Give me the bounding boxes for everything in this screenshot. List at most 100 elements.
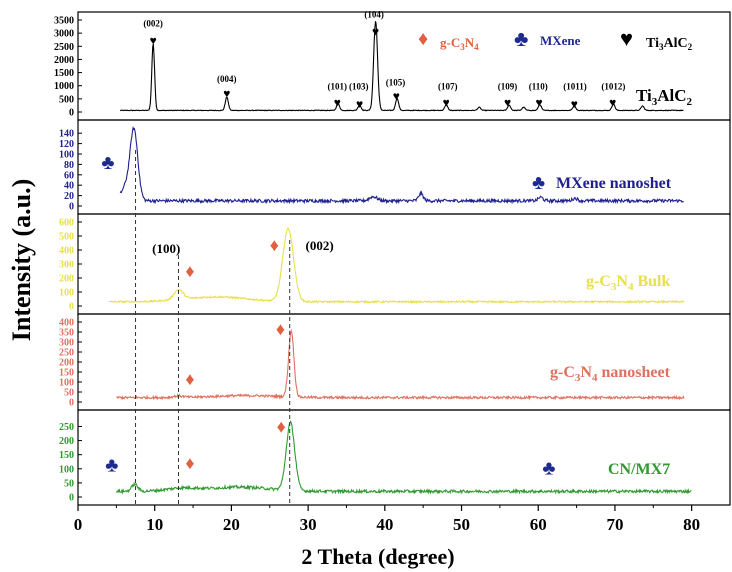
- club-marker: ♣: [105, 455, 118, 477]
- y-tick-label-ti3alc2: 500: [59, 94, 74, 105]
- peak-annotation: (004): [217, 74, 237, 84]
- x-tick-label: 50: [453, 515, 470, 534]
- heart-marker: ♥: [393, 89, 400, 103]
- series-label-cnmx7: CN/MX7: [608, 461, 670, 478]
- club-marker: ♣: [101, 152, 114, 174]
- peak-annotation: (104): [364, 9, 384, 19]
- y-tick-label-nanosheet: 200: [59, 358, 74, 369]
- diamond-marker: ♦: [277, 416, 286, 436]
- diamond-marker: ♦: [270, 235, 279, 255]
- x-axis-label: 2 Theta (degree): [301, 544, 454, 569]
- heart-marker: ♥: [504, 95, 511, 109]
- x-tick-label: 70: [606, 515, 623, 534]
- heart-marker: ♥: [223, 86, 230, 100]
- diamond-marker: ♦: [185, 261, 194, 281]
- y-tick-label-nanosheet: 0: [69, 398, 74, 409]
- series-label-bulk: g-C3N4 Bulk: [586, 273, 670, 293]
- peak-annotation: (105): [386, 78, 406, 88]
- diamond-marker: ♦: [185, 453, 194, 473]
- series-line-nanosheet: [116, 328, 685, 401]
- x-axis: 0 10 20 30 40 50 60 70 80: [74, 505, 700, 534]
- peak-annotation: (103): [349, 82, 369, 92]
- x-tick-label: 80: [683, 515, 700, 534]
- series-line-ti3alc2: [120, 21, 684, 112]
- y-tick-label-mxene: 0: [69, 202, 74, 213]
- series-line-cnmx7: [115, 420, 692, 495]
- heart-marker: ♥: [609, 95, 616, 109]
- panel-frame-bulk: [77, 213, 731, 315]
- panel-frame-cnmx7: [77, 409, 731, 506]
- x-tick-label: 60: [530, 515, 547, 534]
- y-tick-label-ti3alc2: 3500: [54, 16, 74, 27]
- heart-marker: ♥: [150, 34, 157, 48]
- peak-annotations: (002) (004) (101) (103) (104) (105) (107) (109)…: [143, 9, 625, 255]
- peak-annotation: (002): [306, 238, 334, 253]
- club-marker: ♣: [542, 457, 555, 479]
- y-tick-label-mxene: 20: [64, 191, 74, 202]
- y-tick-label-bulk: 600: [59, 218, 74, 229]
- diamond-marker: ♦: [276, 319, 285, 339]
- y-tick-label-mxene: 100: [59, 150, 74, 161]
- y-axis-label: Intensity (a.u.): [7, 179, 36, 342]
- peak-annotation: (107): [438, 82, 458, 92]
- x-tick-label: 30: [300, 515, 317, 534]
- peak-annotation: (100): [152, 241, 180, 256]
- peak-annotation: (1012): [601, 82, 625, 92]
- y-tick-label-nanosheet: 350: [59, 328, 74, 339]
- y-tick-label-mxene: 60: [64, 170, 74, 181]
- y-tick-label-cnmx7: 0: [69, 493, 74, 504]
- y-tick-label-nanosheet: 50: [64, 388, 74, 399]
- heart-marker: ♥: [535, 95, 542, 109]
- heart-marker: ♥: [334, 95, 341, 109]
- legend-heart-symbol: ♥: [620, 26, 633, 51]
- y-tick-label-ti3alc2: 2000: [54, 55, 74, 66]
- series-label-ti3alc2: Ti3AlC2: [636, 86, 693, 108]
- y-tick-label-cnmx7: 150: [59, 450, 74, 461]
- series-label-mxene-symbol: ♣: [532, 172, 545, 194]
- diamond-marker: ♦: [185, 369, 194, 389]
- y-tick-label-nanosheet: 100: [59, 378, 74, 389]
- y-tick-label-bulk: 0: [69, 302, 74, 313]
- y-tick-label-mxene: 40: [64, 181, 74, 192]
- legend-ti3alc2-label: Ti3AlC2: [646, 36, 693, 52]
- y-tick-label-nanosheet: 400: [59, 318, 74, 329]
- dashed-reference-lines: [135, 150, 291, 505]
- series-lines: [108, 21, 692, 495]
- y-tick-label-ti3alc2: 2500: [54, 42, 74, 53]
- x-tick-label: 20: [223, 515, 240, 534]
- series-line-bulk: [108, 228, 685, 305]
- y-tick-label-cnmx7: 50: [64, 478, 74, 489]
- y-tick-label-ti3alc2: 3000: [54, 29, 74, 40]
- legend-club-symbol: ♣: [514, 26, 528, 51]
- y-tick-label-bulk: 100: [59, 288, 74, 299]
- y-tick-label-mxene: 120: [59, 139, 74, 150]
- y-tick-group: 0500100015002000250030003500020406080100…: [54, 16, 82, 504]
- y-tick-label-ti3alc2: 1500: [54, 68, 74, 79]
- x-tick-label: 10: [146, 515, 163, 534]
- legend-g-c3n4-label: g-C3N4: [440, 35, 479, 52]
- series-label-nanosheet: g-C3N4 nanosheet: [550, 364, 671, 384]
- y-tick-label-nanosheet: 150: [59, 368, 74, 379]
- y-tick-label-bulk: 300: [59, 260, 74, 271]
- peak-annotation: (110): [529, 82, 548, 92]
- legend-diamond-symbol: ♦: [418, 28, 428, 50]
- y-tick-label-cnmx7: 100: [59, 464, 74, 475]
- peak-annotation: (1011): [563, 82, 587, 92]
- y-tick-label-cnmx7: 200: [59, 436, 74, 447]
- x-tick-label: 40: [376, 515, 393, 534]
- y-tick-label-bulk: 400: [59, 246, 74, 257]
- heart-marker: ♥: [571, 97, 578, 111]
- peak-annotation: (101): [328, 82, 348, 92]
- legend-mxene-label: MXene: [540, 33, 581, 48]
- x-tick-label: 0: [74, 515, 83, 534]
- y-tick-label-cnmx7: 250: [59, 422, 74, 433]
- peak-annotation: (002): [143, 19, 163, 29]
- heart-marker: ♥: [356, 97, 363, 111]
- y-tick-label-ti3alc2: 0: [69, 108, 74, 119]
- y-tick-label-nanosheet: 250: [59, 348, 74, 359]
- series-label-mxene: MXene nanoshet: [556, 175, 672, 192]
- y-tick-label-mxene: 80: [64, 160, 74, 171]
- y-tick-label-bulk: 500: [59, 232, 74, 243]
- y-tick-label-ti3alc2: 1000: [54, 81, 74, 92]
